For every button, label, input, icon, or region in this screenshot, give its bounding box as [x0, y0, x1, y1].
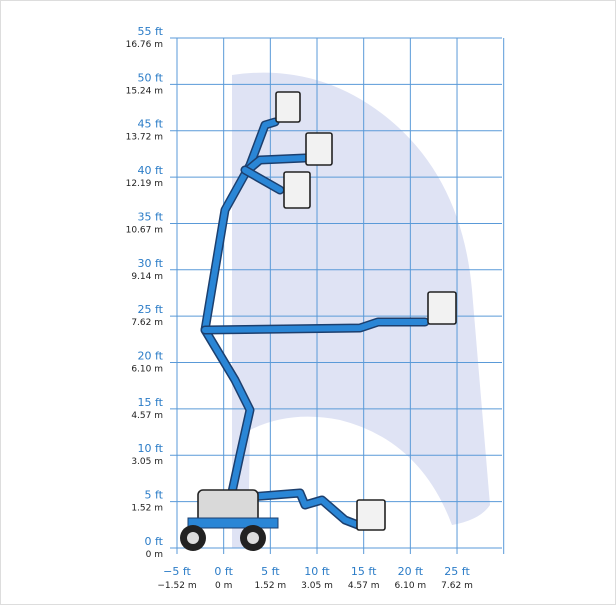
axis-labels: 55 ft 16.76 m 50 ft 15.24 m 45 ft 13.72 m 40 f… — [126, 25, 473, 591]
x-label-m: 1.52 m — [255, 581, 287, 591]
y-label-ft: 5 ft — [145, 489, 164, 502]
y-label-ft: 55 ft — [138, 25, 164, 38]
y-label-m: 15.24 m — [126, 86, 163, 96]
x-label-m: 3.05 m — [301, 581, 333, 591]
y-label-ft: 25 ft — [138, 303, 164, 316]
y-label-ft: 10 ft — [138, 442, 164, 455]
x-label-ft: 5 ft — [261, 565, 280, 578]
x-label-m: 7.62 m — [441, 581, 473, 591]
x-label-m: 6.10 m — [395, 581, 427, 591]
x-label-m: 0 m — [215, 581, 232, 591]
y-label-m: 1.52 m — [131, 504, 163, 514]
y-label-m: 10.67 m — [126, 225, 163, 235]
y-label-ft: 50 ft — [138, 71, 164, 84]
y-label-m: 12.19 m — [126, 179, 163, 189]
grid — [170, 37, 505, 554]
y-label-m: 9.14 m — [131, 272, 163, 282]
y-label-ft: 35 ft — [138, 210, 164, 223]
lift — [180, 91, 457, 551]
x-label-ft: 10 ft — [304, 565, 330, 578]
y-label-ft: 30 ft — [138, 257, 164, 270]
x-label-ft: 15 ft — [351, 565, 377, 578]
y-label-m: 13.72 m — [126, 133, 163, 143]
y-label-m: 4.57 m — [131, 411, 163, 421]
y-label-m: 7.62 m — [131, 318, 163, 328]
x-label-m: 4.57 m — [348, 581, 380, 591]
y-label-ft: 20 ft — [138, 350, 164, 363]
y-label-m: 16.76 m — [126, 40, 163, 50]
y-label-m: 3.05 m — [131, 457, 163, 467]
y-label-ft: 40 ft — [138, 164, 164, 177]
x-label-m: −1.52 m — [157, 581, 196, 591]
x-label-ft: 0 ft — [214, 565, 233, 578]
y-label-ft: 0 ft — [145, 535, 164, 548]
y-label-m: 0 m — [146, 550, 163, 560]
x-label-ft: 25 ft — [444, 565, 470, 578]
x-label-ft: 20 ft — [398, 565, 424, 578]
x-label-ft: −5 ft — [163, 565, 191, 578]
y-label-m: 6.10 m — [131, 365, 163, 375]
y-label-ft: 15 ft — [138, 396, 164, 409]
y-label-ft: 45 ft — [138, 118, 164, 131]
